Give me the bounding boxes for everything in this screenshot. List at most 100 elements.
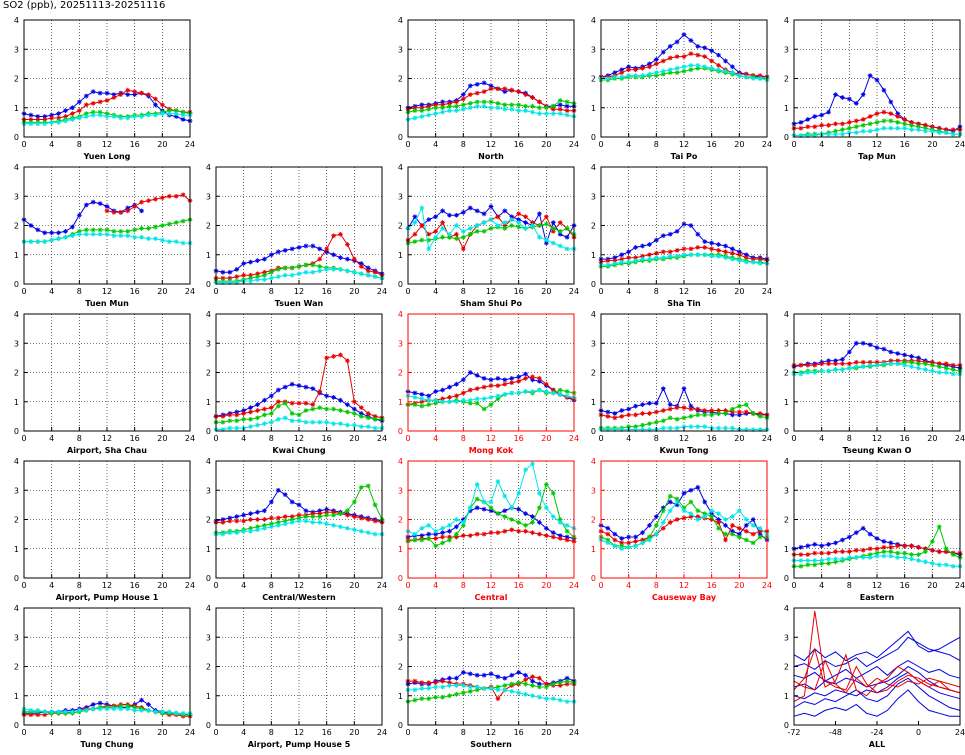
- data-point-blue: [640, 402, 645, 408]
- x-tick-label: 8: [77, 140, 82, 149]
- data-point-red: [358, 515, 364, 521]
- data-point-red: [296, 400, 302, 406]
- y-tick-label: 3: [591, 339, 596, 348]
- data-point-cyan: [440, 525, 445, 531]
- data-point-blue: [874, 536, 880, 541]
- x-tick-label: 20: [734, 434, 744, 443]
- data-point-cyan: [605, 76, 611, 81]
- x-tick-label: 12: [679, 140, 689, 149]
- data-point-green: [702, 412, 708, 418]
- data-point-green: [139, 226, 144, 231]
- data-point-red: [509, 380, 515, 386]
- data-point-cyan: [874, 362, 880, 368]
- data-point-cyan: [125, 115, 131, 121]
- data-point-green: [83, 227, 89, 233]
- data-point-cyan: [139, 707, 144, 713]
- data-point-blue: [557, 533, 563, 538]
- data-point-red: [723, 537, 728, 543]
- data-point-blue: [543, 240, 549, 246]
- data-point-red: [819, 122, 825, 128]
- data-point-red: [28, 117, 34, 122]
- data-point-cyan: [275, 416, 281, 422]
- data-point-cyan: [626, 259, 632, 265]
- data-point-red: [881, 109, 887, 115]
- data-point-blue: [826, 358, 831, 364]
- data-point-red: [310, 402, 316, 408]
- data-point-red: [881, 544, 887, 550]
- data-point-cyan: [49, 237, 55, 243]
- data-point-green: [310, 514, 316, 519]
- data-point-green: [730, 406, 735, 412]
- x-tick-label: 12: [102, 581, 112, 590]
- data-point-red: [923, 122, 928, 128]
- data-point-red: [716, 408, 721, 413]
- data-point-cyan: [736, 258, 742, 263]
- station-name: Eastern: [860, 593, 895, 602]
- data-point-red: [35, 117, 41, 122]
- data-point-blue: [688, 223, 694, 228]
- y-tick-label: 3: [14, 45, 19, 54]
- data-point-cyan: [888, 553, 894, 559]
- x-tick-label: 12: [872, 140, 882, 149]
- data-point-cyan: [916, 558, 921, 563]
- data-point-cyan: [537, 387, 542, 393]
- x-tick-label: 20: [541, 728, 551, 737]
- data-point-green: [564, 678, 570, 684]
- data-point-blue: [345, 402, 350, 408]
- data-point-cyan: [523, 108, 528, 114]
- data-point-blue: [516, 506, 522, 512]
- data-point-green: [419, 237, 425, 243]
- x-tick-label: 24: [762, 287, 772, 296]
- data-point-blue: [125, 205, 131, 211]
- data-point-cyan: [853, 555, 859, 560]
- data-point-cyan: [310, 269, 316, 275]
- data-point-blue: [736, 531, 742, 537]
- data-point-green: [909, 122, 914, 128]
- data-point-cyan: [488, 105, 494, 111]
- data-point-blue: [481, 211, 487, 217]
- data-point-blue: [180, 117, 186, 122]
- data-point-blue: [640, 243, 645, 249]
- data-point-blue: [916, 355, 921, 361]
- data-point-cyan: [495, 479, 501, 484]
- data-point-cyan: [619, 427, 625, 432]
- data-point-red: [139, 90, 144, 96]
- data-point-cyan: [412, 394, 418, 400]
- data-point-red: [888, 544, 894, 550]
- data-point-cyan: [557, 520, 563, 525]
- data-point-cyan: [530, 693, 535, 699]
- data-point-cyan: [83, 231, 89, 237]
- data-point-blue: [412, 390, 418, 396]
- series-line-red: [793, 610, 961, 703]
- x-tick-label: 20: [157, 434, 167, 443]
- data-point-red: [234, 412, 240, 418]
- data-point-blue: [495, 375, 501, 381]
- data-point-blue: [674, 39, 680, 45]
- data-point-cyan: [523, 226, 528, 231]
- data-point-cyan: [440, 399, 445, 405]
- data-point-red: [454, 99, 459, 105]
- data-point-cyan: [331, 421, 336, 427]
- data-point-red: [426, 680, 432, 685]
- data-point-cyan: [509, 106, 515, 112]
- x-tick-label: 24: [377, 434, 387, 443]
- data-point-red: [481, 384, 487, 390]
- data-point-red: [317, 256, 323, 262]
- data-point-blue: [454, 212, 459, 218]
- data-point-cyan: [702, 514, 708, 519]
- x-tick-label: 4: [49, 728, 54, 737]
- y-tick-label: 2: [398, 369, 403, 378]
- x-tick-label: 16: [322, 287, 332, 296]
- data-point-red: [502, 86, 508, 92]
- series-line-blue: [23, 201, 142, 234]
- data-point-cyan: [543, 696, 549, 702]
- data-point-green: [303, 262, 309, 268]
- x-tick-label: 4: [626, 434, 631, 443]
- data-point-red: [633, 255, 638, 261]
- data-point-cyan: [543, 505, 549, 511]
- data-point-blue: [619, 252, 625, 258]
- data-point-cyan: [674, 425, 680, 431]
